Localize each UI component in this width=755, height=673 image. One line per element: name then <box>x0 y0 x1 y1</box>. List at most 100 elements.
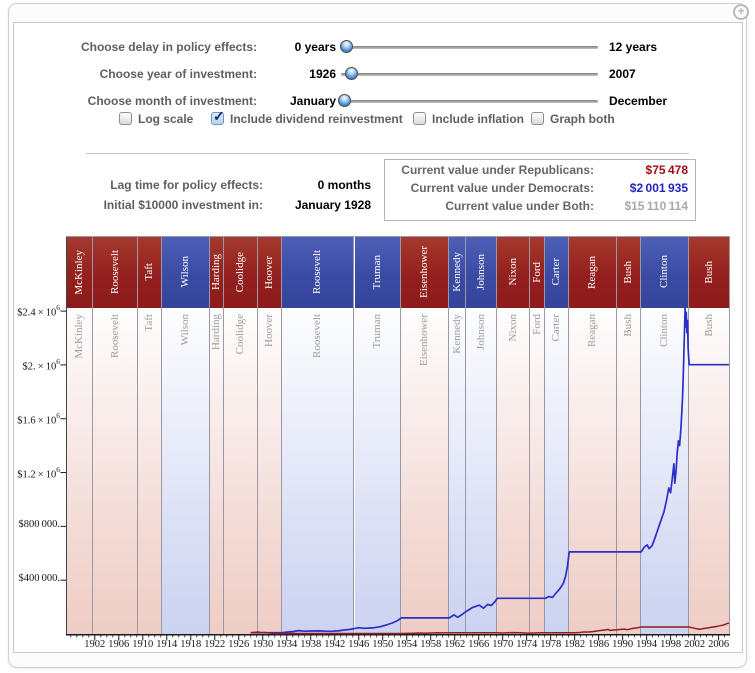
president-plot-band: Reagan <box>569 308 617 634</box>
x-axis-label: 1974 <box>516 639 538 650</box>
x-axis-label: 1954 <box>396 639 418 650</box>
y-axis-label-text: $2. × 10 <box>22 361 57 373</box>
y-axis-label-exponent: 6 <box>56 410 60 420</box>
y-axis-label: $800 000. <box>0 519 60 530</box>
current-value-label: Current value under Republicans: <box>401 163 594 177</box>
slider-track[interactable] <box>341 46 598 49</box>
president-band-harding: Harding Harding <box>210 236 225 634</box>
president-plot-band: Kennedy <box>449 308 466 634</box>
checkbox-include-dividend-reinvestment[interactable]: ✓ Include dividend reinvestment <box>211 108 403 126</box>
president-plot-band: McKinley <box>66 308 92 634</box>
x-axis-label: 1966 <box>468 639 490 650</box>
x-axis-label: 1910 <box>132 639 154 650</box>
president-plot-band: Nixon <box>497 308 530 634</box>
x-axis-label: 1918 <box>180 639 202 650</box>
slider-min-value: 0 years <box>294 40 336 54</box>
checkmark-icon: ✓ <box>213 108 225 124</box>
slider-max-value: December <box>609 94 668 108</box>
president-header-cell: Roosevelt <box>93 236 137 308</box>
president-header-cell: Harding <box>210 236 224 308</box>
president-name-plot: Coolidge <box>234 314 247 355</box>
president-name-header: Coolidge <box>234 251 247 293</box>
current-values-box: Current value under Republicans: $75 478 C… <box>384 159 696 221</box>
checkbox-label: Log scale <box>138 111 194 126</box>
y-axis-label-text: $400 000. <box>18 573 60 585</box>
president-plot-band: Eisenhower <box>401 308 449 634</box>
president-band-clinton: Clinton Clinton <box>641 236 690 634</box>
y-axis-label-text: $800 000. <box>18 519 60 531</box>
slider-track[interactable] <box>341 73 598 76</box>
president-header-cell: Carter <box>545 236 569 308</box>
y-axis-label-exponent: 6 <box>56 303 60 313</box>
checkbox-box[interactable]: ✓ <box>211 108 225 125</box>
president-header-cell: Coolidge <box>224 236 257 308</box>
slider[interactable] <box>337 91 598 111</box>
info-row: Lag time for policy effects: 0 months <box>14 178 742 193</box>
president-name-plot: McKinley <box>72 314 85 359</box>
president-plot-band: Roosevelt <box>93 308 137 634</box>
president-name-plot: Bush <box>702 314 715 337</box>
slider[interactable] <box>340 37 598 57</box>
x-axis-label: 1926 <box>228 639 250 650</box>
slider-thumb[interactable] <box>345 67 359 80</box>
president-name-header: Truman <box>370 254 383 290</box>
x-axis-label: 1906 <box>108 639 130 650</box>
slider-thumb[interactable] <box>340 40 354 53</box>
president-header-cell: Truman <box>354 236 401 308</box>
president-name-plot: Bush <box>622 314 635 337</box>
president-plot-band: Carter <box>545 308 569 634</box>
president-name-plot: Johnson <box>474 314 487 351</box>
investment-chart: McKinley McKinley Roosevelt Roosevelt Taft Ta… <box>17 236 730 656</box>
president-plot-band: Clinton <box>641 308 689 634</box>
x-axis-label: 1942 <box>324 639 346 650</box>
president-header-cell: Clinton <box>641 236 689 308</box>
y-axis-label: $1.6 × 106 <box>0 410 60 427</box>
x-axis-label: 1990 <box>612 639 634 650</box>
president-band-taft: Taft Taft <box>138 236 162 634</box>
current-value-row: Current value under Democrats: $2 001 935 <box>385 181 688 199</box>
current-value-label: Current value under Both: <box>445 199 594 213</box>
y-axis-label: $2. × 106 <box>0 357 60 373</box>
slider-row: Choose month of investment: January Decemb… <box>14 91 742 111</box>
x-axis-label: 1914 <box>156 639 178 650</box>
slider-track[interactable] <box>341 100 598 103</box>
checkbox-label: Include dividend reinvestment <box>230 111 403 126</box>
president-band-carter: Carter Carter <box>545 236 570 634</box>
president-band-reagan: Reagan Reagan <box>569 236 618 634</box>
current-value: $2 001 935 <box>629 181 688 195</box>
checkbox-box[interactable] <box>531 112 544 125</box>
open-controls-icon[interactable]: + <box>733 4 749 20</box>
president-band-mckinley: McKinley McKinley <box>66 236 93 634</box>
president-header-cell: Ford <box>530 236 545 308</box>
slider-label: Choose delay in policy effects: <box>80 40 257 54</box>
president-plot-band: Harding <box>210 308 224 634</box>
president-plot-band: Johnson <box>466 308 497 634</box>
president-name-header: Clinton <box>658 255 671 289</box>
president-header-cell: McKinley <box>66 236 92 308</box>
checkbox-box[interactable] <box>413 112 426 125</box>
president-plot-band: Bush <box>689 308 729 634</box>
chart-top-frame <box>66 236 730 237</box>
checkbox-log-scale[interactable]: Log scale <box>119 111 193 126</box>
slider-thumb[interactable] <box>337 94 351 107</box>
slider-label: Choose year of investment: <box>99 67 257 81</box>
president-name-header: Bush <box>702 260 715 284</box>
checkbox-graph-both[interactable]: Graph both <box>531 111 615 126</box>
x-axis-label: 1982 <box>564 639 586 650</box>
president-band-bush: Bush Bush <box>617 236 642 634</box>
president-name-plot: Hoover <box>262 314 275 347</box>
checkbox-include-inflation[interactable]: Include inflation <box>413 111 524 126</box>
president-header-cell: Reagan <box>569 236 617 308</box>
checkbox-box[interactable] <box>119 112 132 125</box>
president-name-plot: Truman <box>370 314 383 349</box>
president-band-roosevelt: Roosevelt Roosevelt <box>93 236 138 634</box>
info-value: January 1928 <box>294 198 371 212</box>
president-band-johnson: Johnson Johnson <box>466 236 498 634</box>
slider[interactable] <box>341 64 598 84</box>
president-name-header: Reagan <box>586 255 599 289</box>
president-band-hoover: Hoover Hoover <box>257 236 282 634</box>
president-band-eisenhower: Eisenhower Eisenhower <box>401 236 450 634</box>
president-name-plot: Ford <box>530 314 543 335</box>
slider-row: Choose year of investment: 1926 2007 <box>14 64 742 84</box>
slider-min-value: 1926 <box>309 67 336 81</box>
